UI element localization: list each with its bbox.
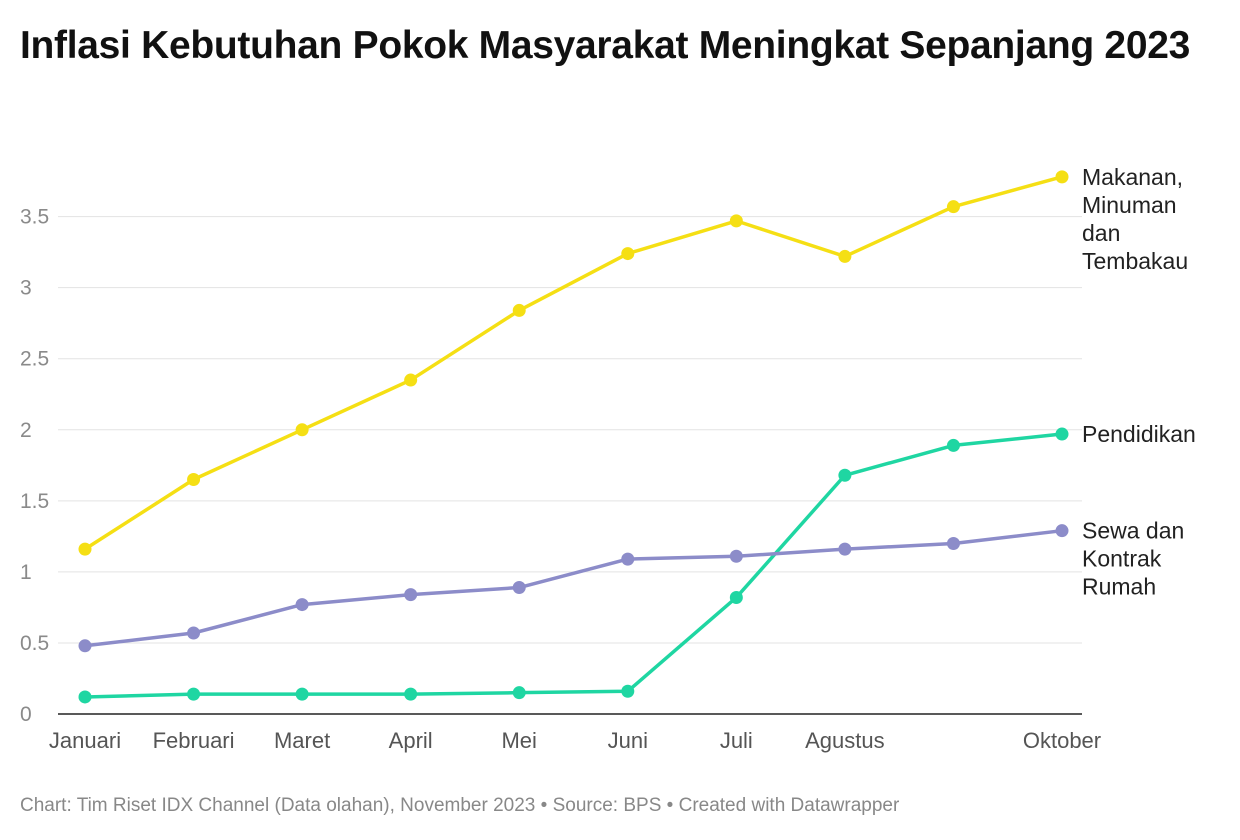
y-tick-label: 3	[20, 277, 32, 300]
data-point	[1055, 427, 1069, 441]
data-point	[729, 549, 743, 563]
series-lines	[78, 170, 1069, 704]
x-tick-label: Februari	[153, 728, 235, 753]
data-point	[295, 423, 309, 437]
data-point	[78, 639, 92, 653]
x-tick-label: Juli	[720, 728, 753, 753]
chart-title: Inflasi Kebutuhan Pokok Masyarakat Menin…	[20, 24, 1190, 67]
x-tick-label: Mei	[501, 728, 536, 753]
series-group	[78, 524, 1069, 653]
data-point	[404, 373, 418, 387]
data-point	[295, 598, 309, 612]
footer-separator: •	[666, 795, 674, 816]
footer-separator: •	[540, 795, 548, 816]
chart-footer: Chart: Tim Riset IDX Channel (Data olaha…	[20, 795, 899, 817]
footer-source: BPS	[623, 795, 662, 816]
x-tick-label: Juni	[608, 728, 648, 753]
data-point	[621, 247, 635, 261]
data-point	[512, 581, 526, 595]
series-label: Pendidikan	[1082, 421, 1196, 447]
data-point	[78, 690, 92, 704]
data-point	[187, 473, 201, 487]
series-label-line: Kontrak	[1082, 546, 1162, 572]
y-tick-label: 2	[20, 419, 32, 442]
data-point	[404, 588, 418, 602]
series-line	[83, 528, 1064, 648]
gridlines	[58, 216, 1082, 715]
series-label-line: Tembakau	[1082, 248, 1188, 274]
footer-tool: Created with Datawrapper	[678, 795, 900, 816]
series-label: Sewa dan Kontrak Rumah	[1082, 518, 1184, 600]
series-label-line: Rumah	[1082, 574, 1156, 600]
footer-chart-prefix: Chart:	[20, 795, 72, 816]
series-group	[78, 427, 1069, 704]
x-tick-label: Maret	[274, 728, 330, 753]
data-point	[946, 536, 960, 550]
footer-source-prefix: Source:	[552, 795, 619, 816]
data-point	[621, 684, 635, 698]
data-point	[1055, 170, 1069, 184]
data-point	[838, 468, 852, 482]
x-tick-label: Oktober	[1023, 728, 1101, 753]
footer-credit: Tim Riset IDX Channel (Data olahan), Nov…	[76, 795, 536, 816]
data-point	[838, 249, 852, 263]
data-point	[187, 626, 201, 640]
series-labels: Makanan, Minuman dan Tembakau Pendidikan Sewa…	[1082, 164, 1196, 600]
series-label: Makanan, Minuman dan Tembakau	[1082, 164, 1188, 274]
x-tick-label: Agustus	[805, 728, 885, 753]
y-tick-label: 2.5	[20, 348, 49, 371]
data-point	[187, 687, 201, 701]
y-tick-label: 1.5	[20, 490, 49, 513]
series-label-line: Sewa dan	[1082, 518, 1184, 544]
y-tick-label: 0	[20, 703, 32, 726]
data-point	[512, 303, 526, 317]
y-tick-label: 1	[20, 561, 32, 584]
series-group	[78, 170, 1069, 556]
data-point	[729, 214, 743, 228]
series-line	[83, 175, 1064, 551]
data-point	[729, 590, 743, 604]
series-label-line: dan	[1082, 220, 1120, 246]
x-axis-ticks: Januari Februari Maret April Mei Juni Juli Agus…	[49, 728, 1101, 753]
x-tick-label: Januari	[49, 728, 121, 753]
series-label-line: Pendidikan	[1082, 421, 1196, 447]
data-point	[512, 686, 526, 700]
data-point	[1055, 524, 1069, 538]
y-tick-label: 3.5	[20, 206, 49, 229]
y-axis-ticks: 0 0.5 1 1.5 2 2.5 3 3.5	[20, 206, 49, 726]
data-point	[404, 687, 418, 701]
data-point	[78, 542, 92, 556]
series-line	[83, 432, 1064, 699]
series-label-line: Minuman	[1082, 192, 1177, 218]
x-tick-label: April	[389, 728, 433, 753]
data-point	[946, 200, 960, 214]
series-label-line: Makanan,	[1082, 164, 1183, 190]
data-point	[838, 542, 852, 556]
data-point	[621, 552, 635, 566]
y-tick-label: 0.5	[20, 632, 49, 655]
data-point	[295, 687, 309, 701]
data-point	[946, 438, 960, 452]
